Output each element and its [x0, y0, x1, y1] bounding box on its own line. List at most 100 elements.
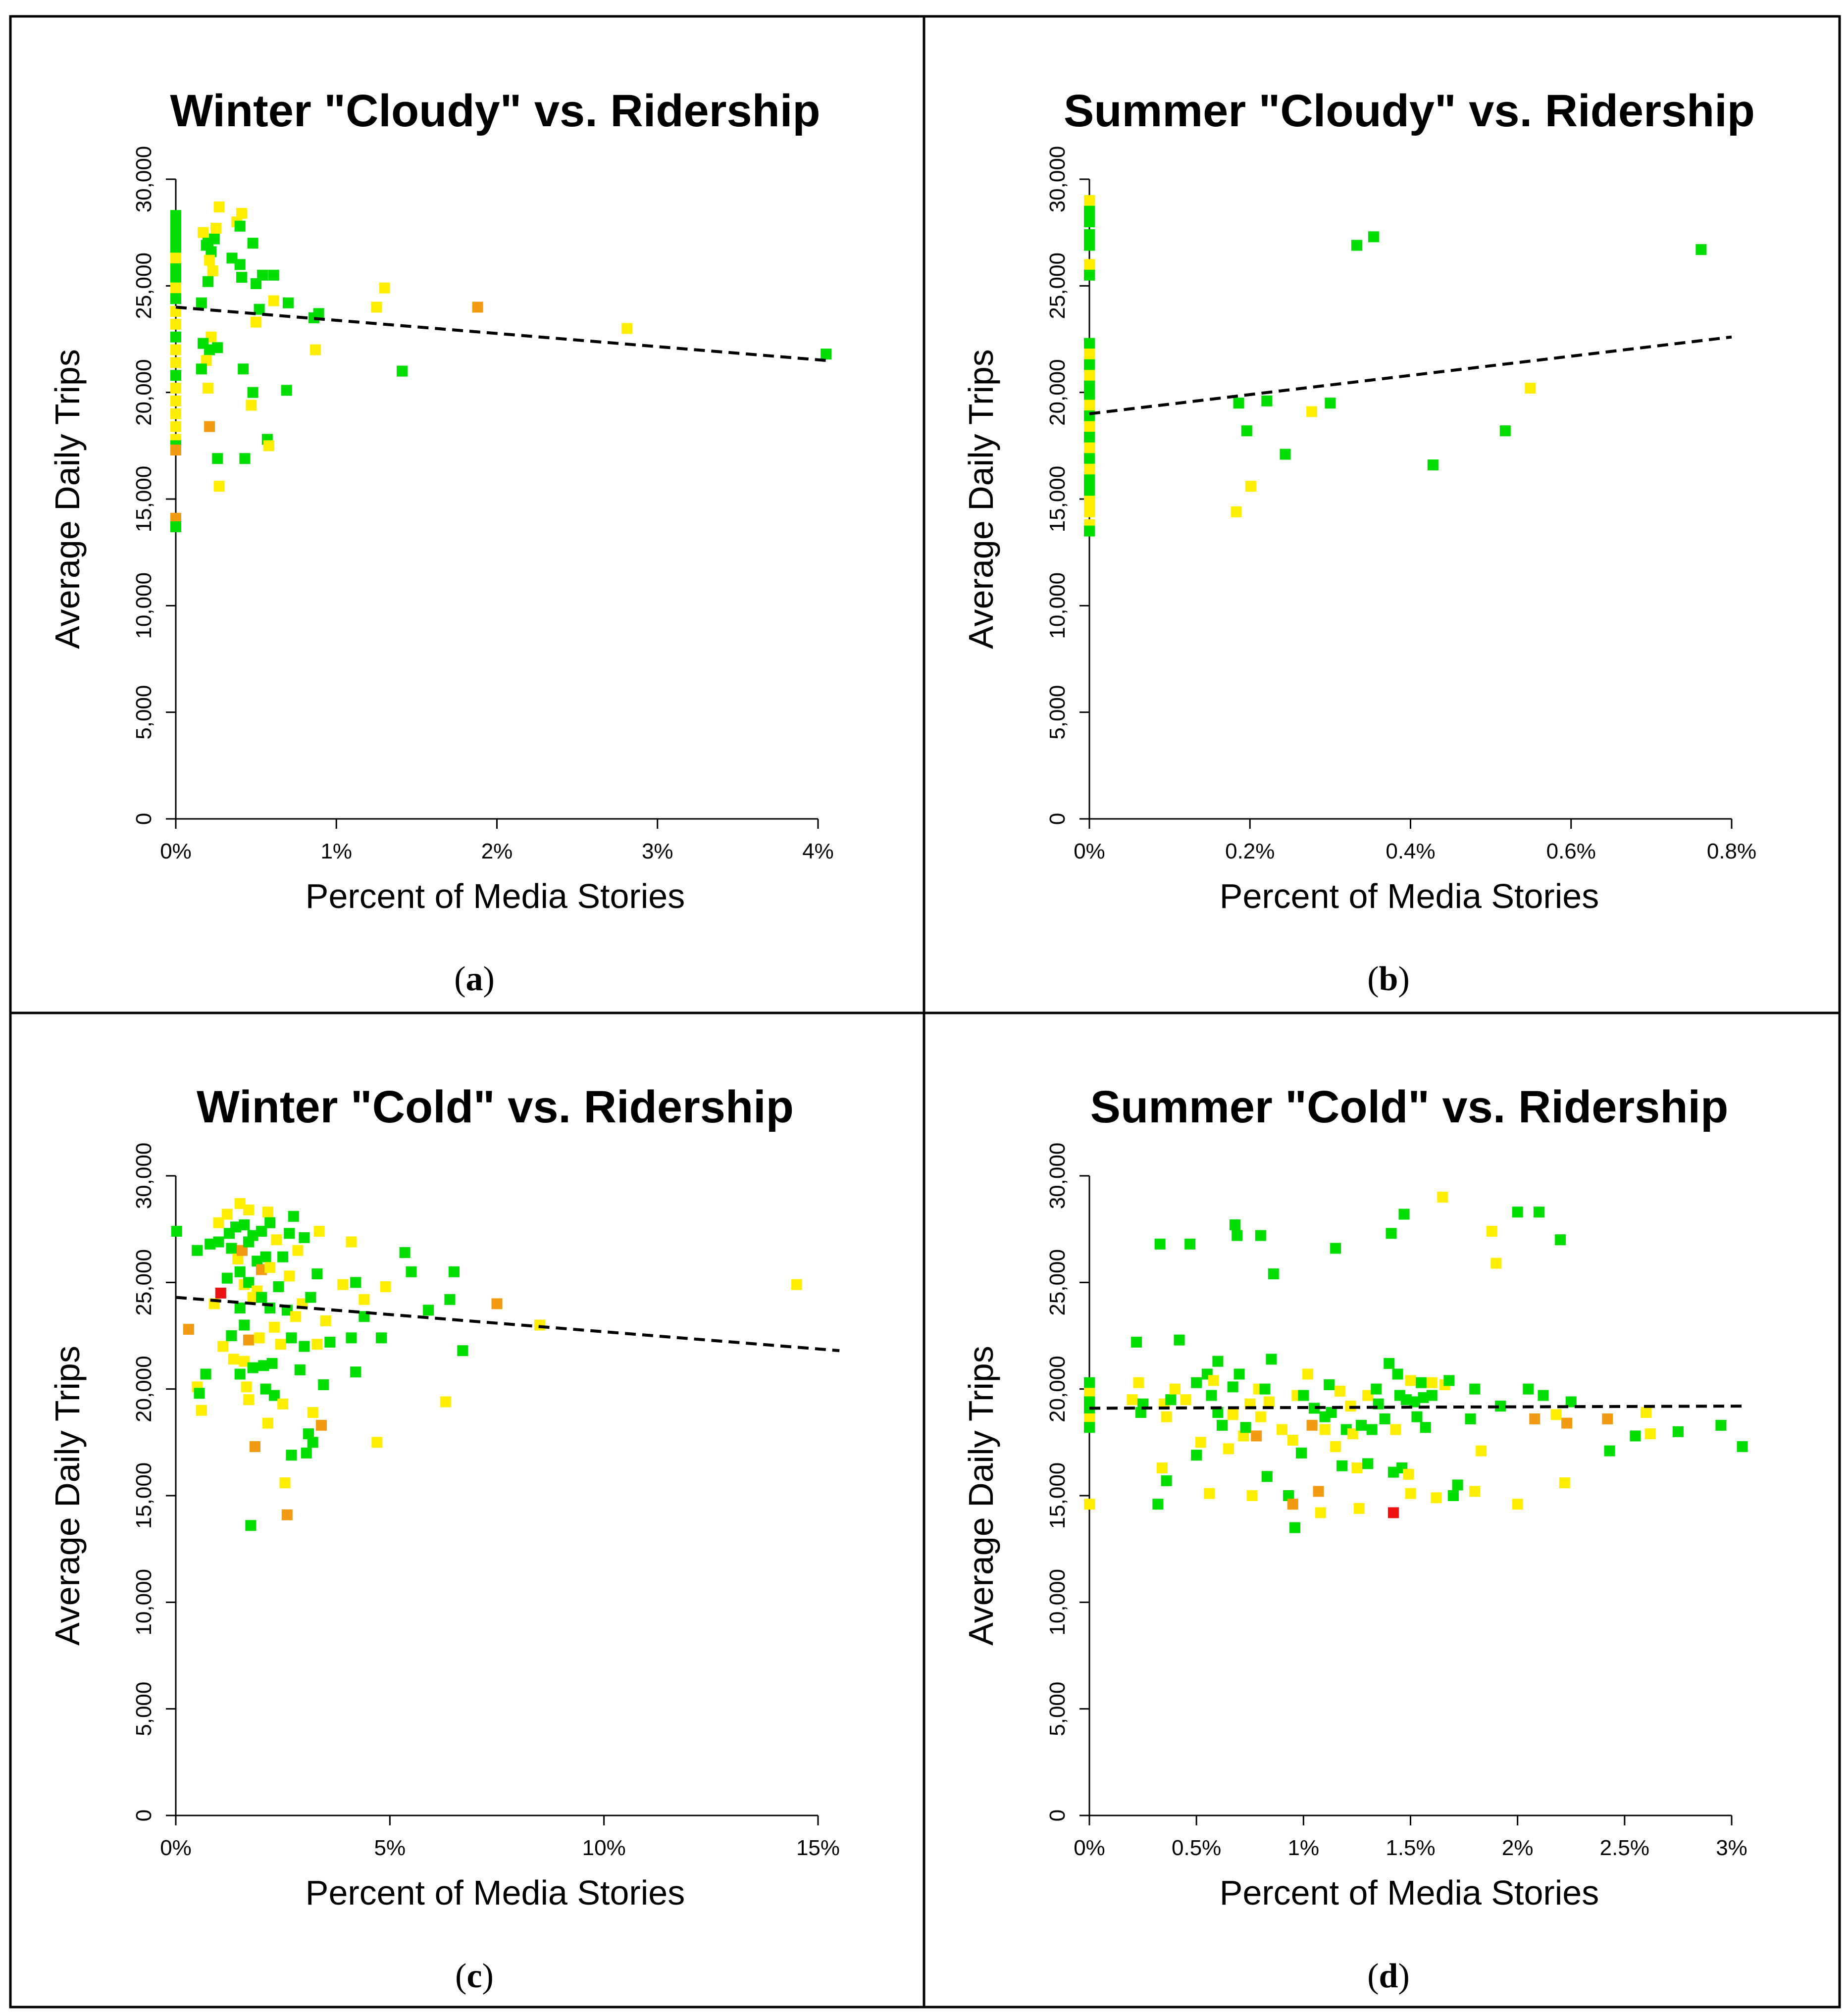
chart-c-point: [371, 1437, 383, 1448]
chart-d-x-tick-label: 1%: [1288, 1836, 1320, 1860]
chart-d-point: [1212, 1356, 1224, 1367]
chart-b-point: [1499, 425, 1511, 437]
chart-c-x-tick-label: 15%: [796, 1836, 840, 1860]
chart-c-point: [243, 1334, 254, 1346]
chart-d-x-tick-label: 2.5%: [1600, 1836, 1649, 1860]
chart-a-point: [170, 231, 181, 243]
chart-d-point: [1495, 1401, 1506, 1412]
chart-a-point: [310, 344, 321, 355]
chart-d-point: [1261, 1471, 1273, 1482]
chart-d-point: [1602, 1413, 1613, 1424]
chart-a-point: [170, 272, 181, 283]
chart-a-point: [170, 210, 181, 221]
chart-d-point: [1330, 1441, 1341, 1452]
chart-a-point: [204, 254, 215, 266]
chart-c-y-tick-label: 30,000: [132, 1143, 156, 1209]
chart-d-point: [1191, 1450, 1202, 1461]
chart-d-point: [1287, 1435, 1298, 1446]
chart-a-point: [170, 357, 181, 368]
chart-d-point: [1426, 1390, 1437, 1401]
chart-c-y-tick-label: 20,000: [132, 1356, 156, 1422]
chart-c-title: Winter "Cold" vs. Ridership: [197, 1082, 794, 1132]
chart-b-y-tick-label: 0: [1045, 813, 1070, 825]
chart-c-point: [311, 1339, 323, 1350]
chart-a-y-tick-label: 15,000: [132, 466, 156, 533]
chart-d-point: [1387, 1507, 1399, 1518]
chart-d-point: [1476, 1445, 1487, 1457]
chart-d-point: [1715, 1419, 1727, 1431]
chart-d-point: [1289, 1522, 1301, 1533]
chart-a-title: Winter "Cloudy" vs. Ridership: [170, 86, 820, 136]
chart-a-point: [247, 387, 258, 398]
chart-d-y-label: Average Daily Trips: [962, 1346, 1000, 1646]
chart-b-point: [1084, 359, 1095, 370]
chart-a-point: [170, 370, 181, 381]
chart-a-trend-line: [175, 305, 826, 362]
chart-d-point: [1156, 1462, 1168, 1474]
chart-c-point: [350, 1366, 361, 1378]
chart-b-point: [1084, 240, 1095, 251]
chart-b-x-tick-label: 0.2%: [1225, 839, 1275, 863]
chart-d-point: [1212, 1407, 1224, 1418]
chart-c-point: [237, 1245, 248, 1256]
chart-c-point: [299, 1232, 310, 1243]
chart-d-point: [1184, 1238, 1196, 1250]
chart-d-point: [1161, 1411, 1172, 1422]
chart-d-point: [1233, 1368, 1245, 1380]
chart-c-point: [440, 1396, 451, 1408]
chart-d-point: [1227, 1381, 1238, 1393]
chart-b-point: [1261, 395, 1273, 406]
chart-b-point: [1084, 338, 1095, 349]
chart-d-point: [1229, 1219, 1240, 1231]
chart-c-point: [359, 1294, 370, 1305]
chart-d-point: [1672, 1426, 1684, 1437]
chart-c-point: [200, 1368, 211, 1380]
chart-a-point: [213, 201, 225, 212]
chart-d-point: [1426, 1377, 1437, 1388]
chart-d-point: [1296, 1447, 1307, 1459]
chart-d-point: [1255, 1230, 1266, 1241]
chart-c-point: [215, 1287, 226, 1299]
chart-a-x-tick-label: 1%: [320, 839, 352, 863]
chart-d-point: [1191, 1377, 1202, 1388]
chart-d-point: [1298, 1390, 1309, 1401]
chart-c-point: [264, 1217, 276, 1228]
chart-b-point: [1084, 269, 1095, 281]
chart-c: Winter "Cold" vs. Ridership 0 5,000 10,000 1…: [48, 1082, 840, 1995]
chart-d-y-tick-label: 30,000: [1045, 1143, 1070, 1209]
chart-c-point: [228, 1354, 239, 1365]
chart-a-point: [170, 383, 181, 394]
chart-c-point: [791, 1279, 802, 1290]
chart-a-point: [170, 395, 181, 406]
chart-d-x-tick-label: 0%: [1074, 1836, 1105, 1860]
chart-d-title: Summer "Cold" vs. Ridership: [1090, 1082, 1729, 1132]
chart-c-point: [171, 1225, 182, 1237]
chart-b-y-tick-label: 30,000: [1045, 146, 1070, 213]
chart-d-point: [1538, 1390, 1549, 1401]
chart-c-point: [252, 1256, 263, 1267]
chart-a-y-tick-label: 5,000: [132, 685, 156, 740]
chart-b-point: [1280, 449, 1291, 460]
chart-c-point: [313, 1225, 325, 1237]
chart-c-point: [346, 1332, 357, 1344]
chart-b-point: [1084, 496, 1095, 507]
chart-c-point: [221, 1272, 233, 1284]
chart-a-point: [212, 342, 223, 353]
chart-b-x-tick-label: 0.8%: [1707, 839, 1756, 863]
chart-a-point: [170, 220, 181, 232]
chart-c-point: [230, 1221, 242, 1233]
chart-d-point: [1246, 1490, 1258, 1501]
chart-d-point: [1277, 1424, 1288, 1435]
chart-c-point: [303, 1428, 314, 1440]
chart-d-point: [1227, 1409, 1238, 1420]
chart-a-point: [198, 227, 209, 238]
chart-a-point: [170, 318, 181, 330]
chart-d-point: [1403, 1468, 1414, 1480]
chart-d-point: [1392, 1368, 1403, 1380]
chart-a-point: [313, 308, 324, 319]
chart-a-point: [170, 521, 181, 532]
chart-c-trend-line: [175, 1296, 840, 1353]
chart-d-point: [1452, 1479, 1463, 1491]
chart-d-point: [1356, 1419, 1367, 1431]
